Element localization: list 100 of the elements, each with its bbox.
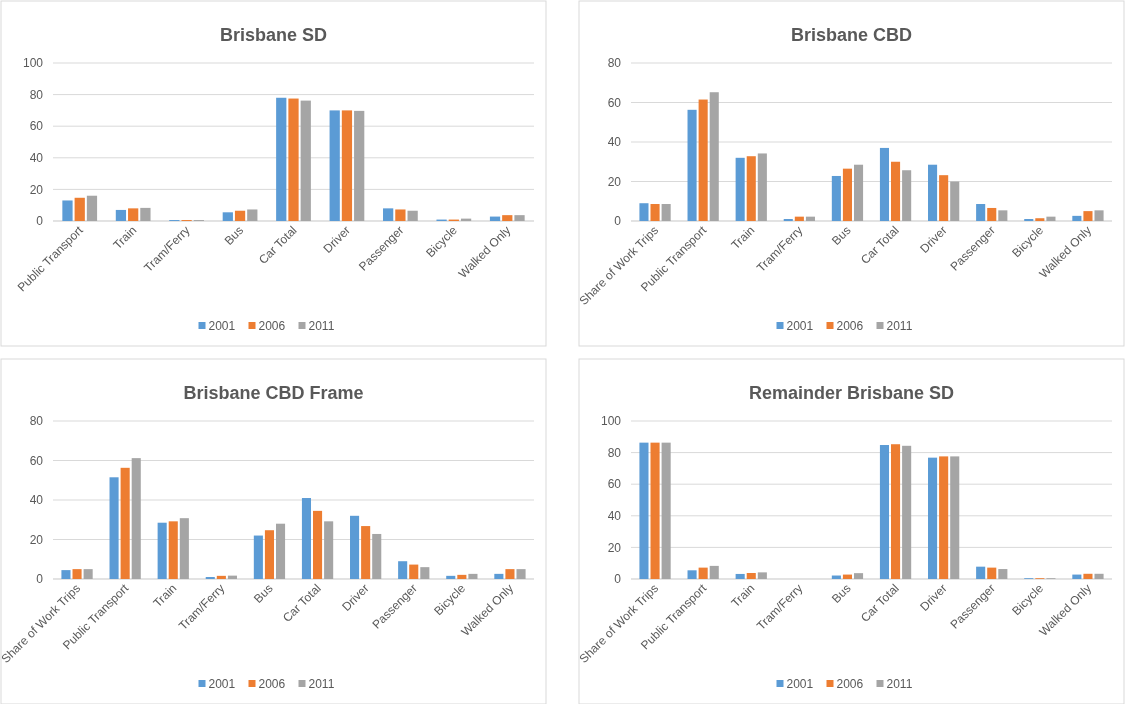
bar xyxy=(757,153,767,221)
bar xyxy=(61,570,71,579)
bar xyxy=(842,168,852,221)
x-tick-label: Bus xyxy=(829,223,854,248)
bar xyxy=(383,208,394,221)
bar xyxy=(247,209,258,221)
bar xyxy=(324,521,334,579)
y-tick-label: 0 xyxy=(36,572,44,587)
bar xyxy=(350,515,360,579)
bar xyxy=(494,573,504,579)
bar xyxy=(757,572,767,579)
bar xyxy=(698,567,708,579)
chart-title: Remainder Brisbane SD xyxy=(748,383,955,403)
bar xyxy=(222,212,233,221)
y-tick-label: 60 xyxy=(607,95,622,110)
legend-label: 2006 xyxy=(258,677,286,692)
bar xyxy=(329,110,340,221)
bar xyxy=(853,573,864,579)
y-tick-label: 0 xyxy=(614,572,622,587)
bar xyxy=(650,204,660,221)
bar xyxy=(709,92,719,221)
bar xyxy=(661,204,671,221)
bar xyxy=(395,209,406,221)
bar xyxy=(939,175,949,221)
bar xyxy=(928,457,938,579)
y-tick-label: 60 xyxy=(29,119,44,134)
bar xyxy=(446,575,456,579)
bar xyxy=(879,147,890,221)
legend-label: 2011 xyxy=(886,319,913,334)
bar xyxy=(1094,573,1104,579)
bar xyxy=(234,210,246,221)
bar xyxy=(276,97,287,221)
bar xyxy=(407,210,418,221)
bar xyxy=(457,574,467,579)
bar xyxy=(639,442,649,579)
bar xyxy=(1046,216,1056,221)
y-tick-label: 0 xyxy=(614,214,622,229)
x-tick-label: Bus xyxy=(251,581,276,606)
bar xyxy=(120,467,130,579)
bar xyxy=(794,216,804,221)
x-tick-label: Train xyxy=(728,581,758,611)
chart-title: Brisbane CBD Frame xyxy=(183,383,364,403)
bar xyxy=(735,157,745,221)
bar xyxy=(976,204,986,221)
bar xyxy=(746,156,756,221)
bar xyxy=(661,442,671,579)
bar xyxy=(976,566,986,579)
legend-label: 2001 xyxy=(786,319,814,334)
bar xyxy=(264,530,274,579)
bar xyxy=(179,518,189,579)
legend-label: 2006 xyxy=(836,677,864,692)
bar xyxy=(987,567,997,579)
y-tick-label: 20 xyxy=(29,532,44,547)
bar xyxy=(735,573,745,579)
y-tick-label: 40 xyxy=(29,493,44,508)
bar xyxy=(409,564,419,579)
bar xyxy=(354,110,365,221)
bar xyxy=(1035,218,1045,221)
y-tick-label: 40 xyxy=(29,151,44,165)
y-tick-label: 80 xyxy=(607,56,622,71)
legend-label: 2001 xyxy=(786,677,814,692)
bar xyxy=(115,209,127,221)
bar xyxy=(140,207,151,221)
bar xyxy=(468,573,478,579)
bar xyxy=(1094,210,1104,221)
bar xyxy=(879,445,890,579)
y-tick-label: 20 xyxy=(607,174,622,189)
bar xyxy=(805,216,815,221)
bar xyxy=(709,565,719,579)
x-tick-label: Train xyxy=(728,223,758,253)
legend-label: 2011 xyxy=(886,677,913,692)
bar xyxy=(1072,215,1082,221)
y-tick-label: 0 xyxy=(36,214,44,229)
bar xyxy=(502,215,513,221)
x-tick-label: Bus xyxy=(221,223,247,248)
bar xyxy=(987,207,997,221)
bar xyxy=(74,197,85,221)
bar xyxy=(687,109,697,221)
bar xyxy=(902,445,912,579)
bar xyxy=(131,458,141,579)
x-tick-label: Train xyxy=(110,223,140,253)
x-tick-label: Bus xyxy=(829,581,854,606)
y-tick-label: 80 xyxy=(607,445,622,460)
bar xyxy=(62,200,73,221)
bar xyxy=(168,521,178,579)
y-tick-label: 20 xyxy=(607,540,622,555)
y-tick-label: 60 xyxy=(607,477,622,492)
y-tick-label: 100 xyxy=(22,56,44,71)
y-tick-label: 20 xyxy=(29,182,44,197)
bar xyxy=(86,195,98,221)
bar xyxy=(514,215,525,221)
bar xyxy=(831,175,841,221)
y-tick-label: 40 xyxy=(607,135,622,150)
bar xyxy=(746,573,756,579)
bar xyxy=(939,456,949,579)
y-tick-label: 60 xyxy=(29,453,44,468)
bar xyxy=(313,510,323,579)
bar xyxy=(216,575,226,579)
bar xyxy=(420,567,430,579)
legend-label: 2006 xyxy=(836,319,864,334)
